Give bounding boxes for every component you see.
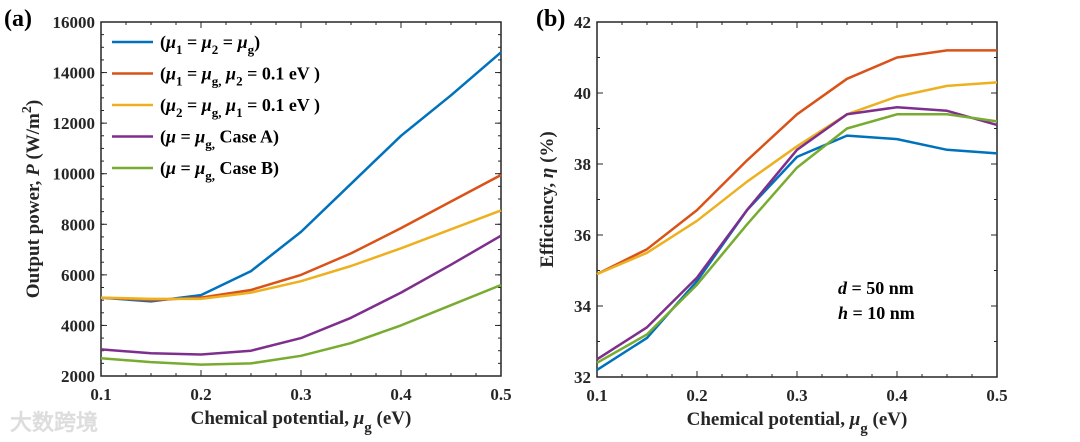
legend-entry: (μ1 = μg, μ2 = 0.1 eV ) bbox=[160, 64, 320, 89]
plot-area bbox=[100, 21, 502, 377]
y-tick-label: 40 bbox=[574, 84, 591, 103]
series-line-4 bbox=[596, 105, 998, 361]
series-line-4 bbox=[100, 234, 502, 356]
y-tick-label: 42 bbox=[574, 13, 591, 32]
y-tick-label: 4000 bbox=[61, 316, 95, 335]
annotation: d = 50 nm bbox=[838, 278, 914, 298]
legend-entry: (μ2 = μg, μ1 = 0.1 eV ) bbox=[160, 95, 320, 120]
x-tick-label: 0.2 bbox=[686, 386, 707, 405]
x-tick-label: 0.3 bbox=[290, 385, 311, 404]
series-line-5 bbox=[100, 283, 502, 366]
legend-entry: (μ = μg, Case A) bbox=[160, 127, 279, 152]
x-tick-label: 0.1 bbox=[586, 386, 607, 405]
x-tick-label: 0.5 bbox=[490, 385, 511, 404]
y-tick-label: 14000 bbox=[53, 64, 96, 83]
series-line-3 bbox=[100, 209, 502, 301]
x-tick-label: 0.4 bbox=[390, 385, 412, 404]
y-axis-label: Output power, P (W/m2) bbox=[20, 100, 44, 298]
panel-label: (b) bbox=[536, 6, 565, 32]
annotation: h = 10 nm bbox=[838, 303, 915, 323]
y-tick-label: 6000 bbox=[61, 266, 95, 285]
x-axis-label: Chemical potential, μg (eV) bbox=[191, 408, 412, 436]
y-tick-label: 32 bbox=[574, 368, 591, 387]
y-tick-label: 36 bbox=[574, 226, 591, 245]
legend-entry: (μ1 = μ2 = μg) bbox=[160, 32, 260, 57]
series-line-3 bbox=[596, 81, 998, 276]
y-tick-label: 2000 bbox=[61, 367, 95, 386]
series-line-5 bbox=[596, 113, 998, 364]
y-tick-label: 34 bbox=[574, 297, 592, 316]
y-tick-label: 8000 bbox=[61, 215, 95, 234]
y-axis-label: Efficiency, η (%) bbox=[537, 131, 558, 268]
y-tick-label: 12000 bbox=[53, 114, 96, 133]
x-axis-label: Chemical potential, μg (eV) bbox=[687, 409, 908, 437]
x-tick-label: 0.2 bbox=[190, 385, 211, 404]
y-tick-label: 16000 bbox=[53, 13, 96, 32]
chart-panel-a: 0.1 0.2 0.3 0.4 0.5 2000 4000 6000 8000 10000 1200… bbox=[4, 6, 512, 436]
chart-panel-b: 0.1 0.2 0.3 0.4 0.5 32 34 36 38 40 42 (b) Chemical p… bbox=[536, 6, 1008, 437]
panel-label: (a) bbox=[4, 6, 32, 32]
series-line-2 bbox=[596, 49, 997, 276]
legend-entry: (μ = μg, Case B) bbox=[160, 158, 279, 183]
watermark: 大数跨境 bbox=[10, 410, 98, 436]
x-tick-label: 0.3 bbox=[786, 386, 807, 405]
y-tick-label: 38 bbox=[574, 155, 591, 174]
x-tick-label: 0.5 bbox=[986, 386, 1007, 405]
y-tick-label: 10000 bbox=[53, 165, 96, 184]
x-tick-label: 0.4 bbox=[886, 386, 908, 405]
x-tick-label: 0.1 bbox=[90, 385, 111, 404]
legend: (μ1 = μ2 = μg) (μ1 = μg, μ2 = 0.1 eV ) (μ2… bbox=[112, 32, 320, 183]
